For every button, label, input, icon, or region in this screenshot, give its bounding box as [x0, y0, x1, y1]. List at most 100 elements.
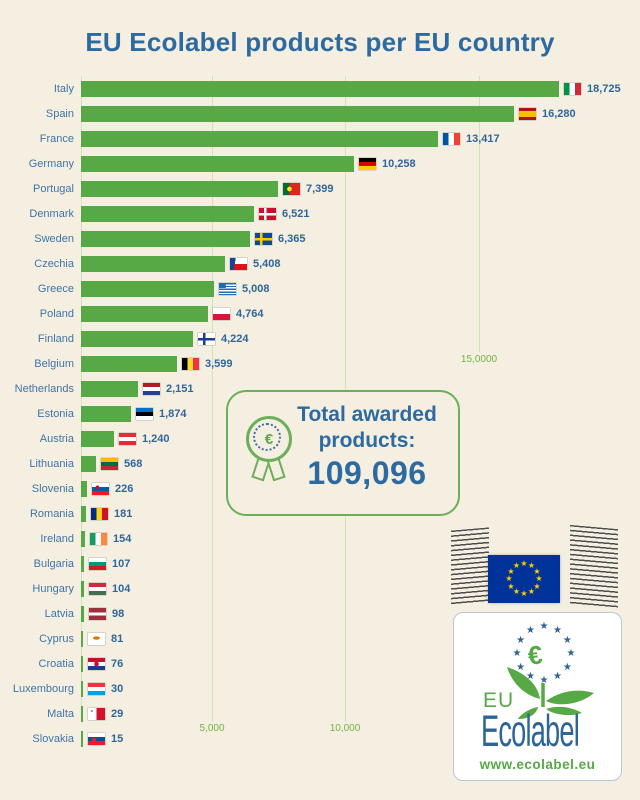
- star-icon: ★: [533, 566, 541, 576]
- star-icon: ★: [527, 586, 536, 596]
- country-label: Bulgaria: [33, 557, 74, 570]
- value-label: 3,599: [205, 357, 233, 370]
- star-icon: ★: [562, 661, 572, 673]
- table-row: Bulgaria 107: [0, 551, 640, 576]
- ecolabel-eu-text: EU: [483, 689, 515, 712]
- star-icon: ★: [553, 624, 562, 636]
- callout-line1: Total awarded: [297, 403, 437, 426]
- portugal-flag-icon: [283, 182, 300, 195]
- malta-flag-icon: [88, 707, 105, 720]
- star-icon: ★: [539, 675, 549, 686]
- value-label: 181: [114, 507, 133, 520]
- bar: [81, 580, 84, 597]
- table-row: Czechia 5,408: [0, 251, 640, 276]
- bar: [81, 530, 85, 547]
- y-axis-line: [81, 76, 82, 722]
- country-label: Germany: [28, 157, 74, 170]
- country-label: Sweden: [34, 232, 74, 245]
- value-label: 2,151: [166, 382, 194, 395]
- italy-flag-icon: [564, 82, 581, 95]
- bar: [81, 355, 177, 372]
- country-label: Czechia: [34, 257, 74, 270]
- value-label: 4,224: [221, 332, 249, 345]
- value-label: 107: [112, 557, 131, 570]
- latvia-flag-icon: [89, 607, 106, 620]
- star-icon: ★: [507, 566, 515, 576]
- croatia-flag-icon: [88, 657, 105, 670]
- bar: [81, 205, 254, 222]
- bar: [81, 405, 131, 422]
- bar: [81, 130, 438, 147]
- country-label: Portugal: [33, 182, 74, 195]
- total-products-value: 109,096: [307, 455, 427, 491]
- table-row: Hungary 104: [0, 576, 640, 601]
- value-label: 4,764: [236, 307, 264, 320]
- star-icon: ★: [526, 624, 535, 636]
- belgium-flag-icon: [182, 357, 199, 370]
- bulgaria-flag-icon: [89, 557, 106, 570]
- slovenia-flag-icon: [92, 482, 109, 495]
- star-icon: ★: [512, 648, 522, 659]
- bar: [81, 505, 86, 522]
- value-label: 7,399: [306, 182, 334, 195]
- value-label: 10,258: [382, 157, 416, 170]
- bar: [81, 330, 193, 347]
- country-label: Ireland: [40, 532, 74, 545]
- eu-flag-icon: ★ ★ ★ ★ ★ ★ ★ ★ ★ ★ ★ ★: [488, 555, 560, 603]
- table-row: Spain 16,280: [0, 101, 640, 126]
- eu-ecolabel-logo: ★ ★ ★ ★ ★ ★ ★ ★ ★ ★ ★ ★ € EU Ecolabel www.ecolabel.…: [453, 612, 622, 781]
- table-row: Poland 4,764: [0, 301, 640, 326]
- bar: [81, 105, 514, 122]
- table-row: Portugal 7,399: [0, 176, 640, 201]
- country-label: Latvia: [44, 607, 74, 620]
- country-label: Slovenia: [31, 482, 74, 495]
- value-label: 18,725: [587, 82, 621, 95]
- value-label: 5,408: [253, 257, 281, 270]
- bar: [81, 480, 87, 497]
- star-icon: ★: [535, 574, 543, 583]
- ecolabel-wordmark: Ecolabel: [481, 707, 580, 757]
- star-icon: ★: [520, 559, 528, 568]
- x-tick-label: 15,0000: [460, 354, 498, 365]
- table-row: Sweden 6,365: [0, 226, 640, 251]
- bar: [81, 705, 83, 722]
- country-label: Austria: [39, 432, 74, 445]
- star-icon: ★: [526, 671, 535, 683]
- bar: [81, 305, 208, 322]
- bar: [81, 230, 250, 247]
- table-row: Lithuania 568: [0, 451, 640, 476]
- country-label: Poland: [39, 307, 74, 320]
- bar: [81, 380, 138, 397]
- finland-flag-icon: [198, 332, 215, 345]
- bar: [81, 655, 83, 672]
- country-label: Denmark: [29, 207, 74, 220]
- star-icon: ★: [562, 634, 572, 646]
- gridline-15000: [479, 76, 480, 352]
- luxembourg-flag-icon: [88, 682, 105, 695]
- country-label: Greece: [37, 282, 74, 295]
- value-label: 13,417: [466, 132, 500, 145]
- country-label: Finland: [37, 332, 74, 345]
- bar: [81, 80, 559, 97]
- table-row: France 13,417: [0, 126, 640, 151]
- value-label: 30: [111, 682, 124, 695]
- sweden-flag-icon: [255, 232, 272, 245]
- gridline-5000: [212, 76, 213, 722]
- star-icon: ★: [520, 589, 528, 598]
- country-label: France: [39, 132, 74, 145]
- table-row: Slovakia 15: [0, 726, 640, 751]
- bar-rows: Italy 18,725 Spain 16,280 France 13,417 German…: [0, 76, 640, 751]
- czechia-flag-icon: [230, 257, 247, 270]
- value-label: 1,240: [142, 432, 170, 445]
- country-label: Croatia: [38, 657, 74, 670]
- star-icon: ★: [527, 561, 536, 570]
- table-row: Greece 5,008: [0, 276, 640, 301]
- callout-line2: products:: [318, 429, 416, 452]
- table-row: Finland 4,224: [0, 326, 640, 351]
- table-row: Croatia 76: [0, 651, 640, 676]
- table-row: Italy 18,725: [0, 76, 640, 101]
- value-label: 29: [111, 707, 124, 720]
- star-icon: ★: [516, 634, 526, 646]
- star-icon: ★: [539, 621, 549, 632]
